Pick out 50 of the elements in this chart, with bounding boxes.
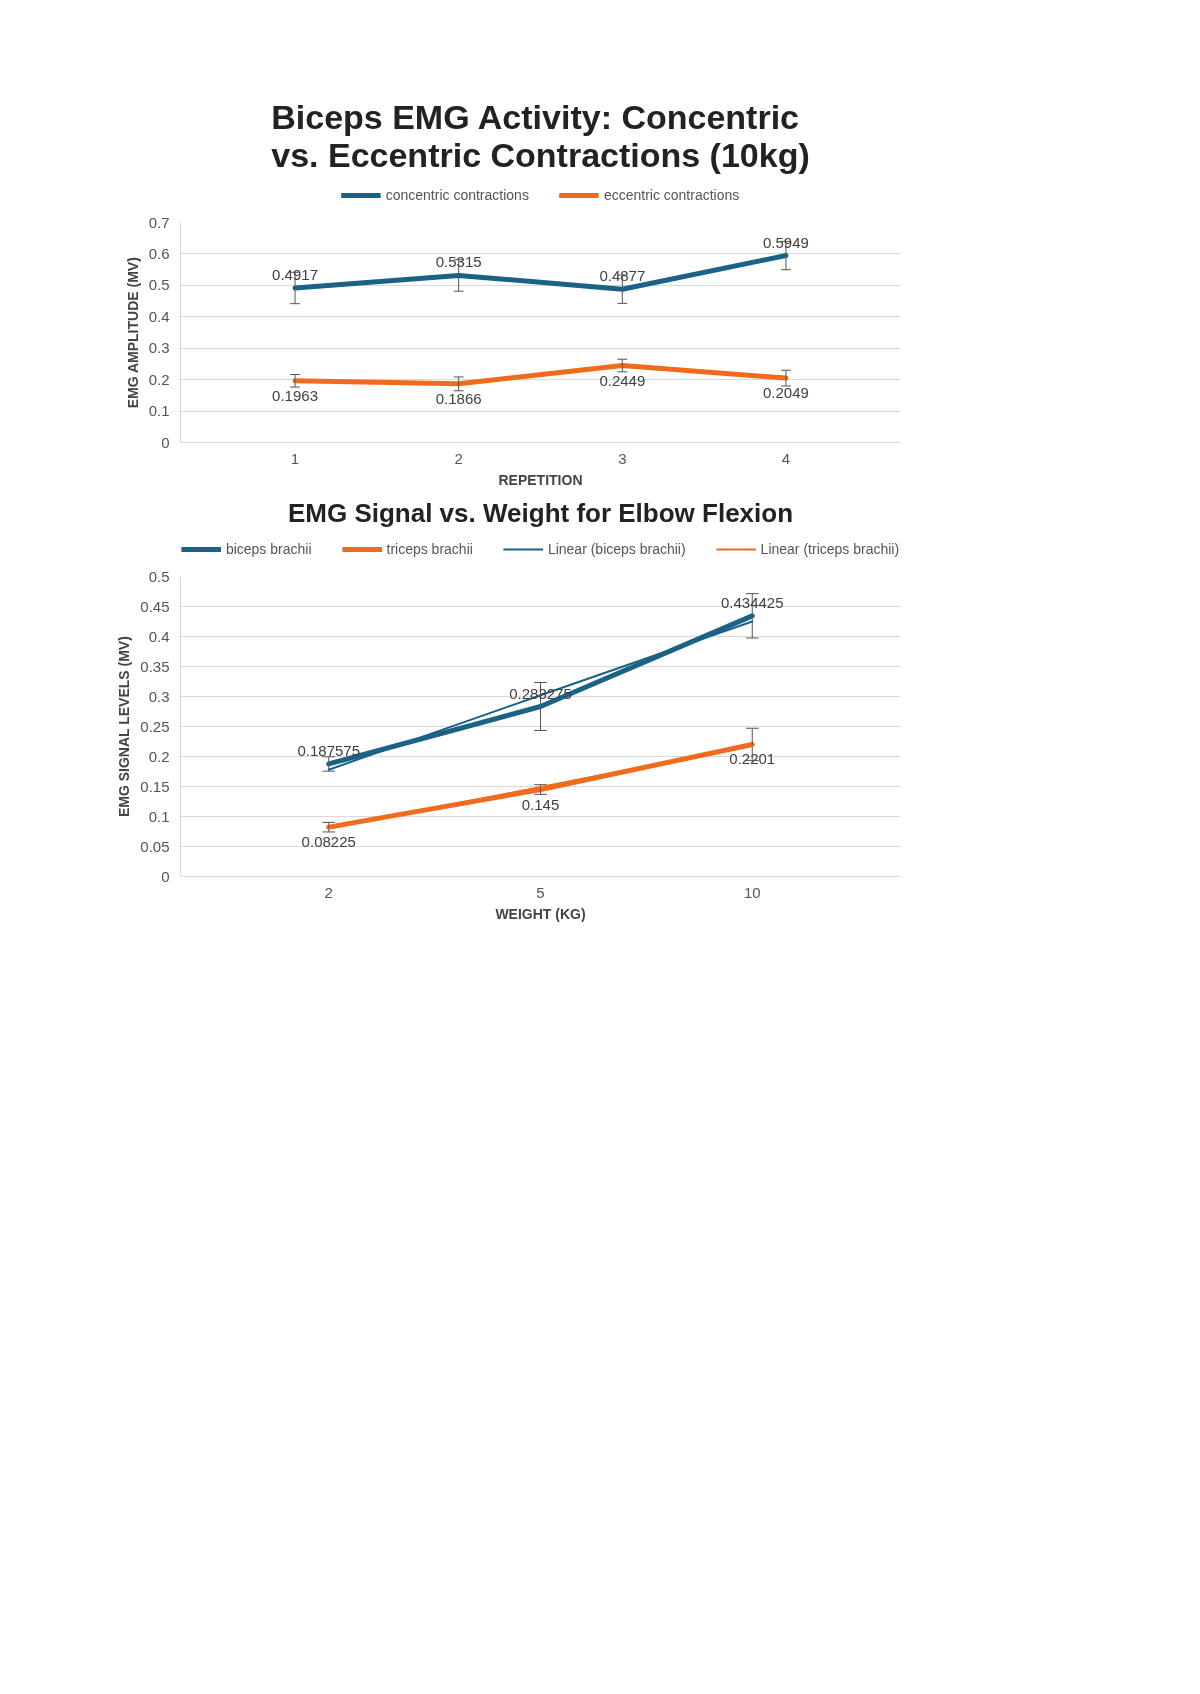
data-label: 0.5315 <box>435 253 482 271</box>
y-tick-label: 0.7 <box>148 213 170 231</box>
data-label: 0.5949 <box>763 233 809 251</box>
data-label: 0.1963 <box>272 386 318 404</box>
x-tick-label: 5 <box>536 883 545 901</box>
data-label: 0.4917 <box>272 265 318 283</box>
data-label: 0.4877 <box>599 267 646 285</box>
legend-label: eccentric contractions <box>603 187 740 203</box>
x-tick-label: 1 <box>290 449 300 467</box>
y-tick-label: 0.05 <box>140 837 170 855</box>
y-axis-title: EMG AMPLITUDE (MV) <box>124 257 141 409</box>
y-tick-label: 0.2 <box>148 747 170 765</box>
x-tick-label: 2 <box>324 883 333 901</box>
y-tick-label: 0.5 <box>148 567 170 585</box>
y-tick-label: 0.15 <box>140 777 170 795</box>
y-tick-label: 0 <box>161 867 170 885</box>
y-tick-label: 0 <box>161 433 170 451</box>
legend-label: Linear (biceps brachii) <box>547 541 686 557</box>
x-tick-label: 10 <box>743 883 761 901</box>
x-axis-title: REPETITION <box>498 471 583 488</box>
x-tick-label: 2 <box>454 449 463 467</box>
y-tick-label: 0.3 <box>148 339 170 357</box>
data-label: 0.187575 <box>297 741 361 759</box>
legend-label: concentric contractions <box>385 187 529 203</box>
y-tick-label: 0.3 <box>148 687 170 705</box>
y-tick-label: 0.45 <box>140 597 170 615</box>
x-tick-label: 4 <box>781 449 791 467</box>
data-label: 0.08225 <box>301 833 356 851</box>
y-tick-label: 0.4 <box>148 627 170 645</box>
data-label: 0.145 <box>521 795 560 813</box>
legend-label: triceps brachii <box>386 541 473 557</box>
y-axis-title: EMG SIGNAL LEVELS (MV) <box>116 636 133 818</box>
chart-title: Biceps EMG Activity: Concentric vs. Eccentric Contractions (10kg) <box>271 97 810 174</box>
y-tick-label: 0.2 <box>148 370 170 388</box>
y-tick-label: 0.25 <box>140 717 170 735</box>
data-label: 0.1866 <box>435 389 482 407</box>
x-tick-label: 3 <box>618 449 627 467</box>
legend-label: Linear (triceps brachii) <box>760 541 900 557</box>
data-label: 0.2049 <box>763 384 809 402</box>
data-label: 0.2449 <box>599 371 646 389</box>
y-tick-label: 0.6 <box>148 244 170 262</box>
y-tick-label: 0.4 <box>148 307 170 325</box>
y-tick-label: 0.1 <box>148 402 170 420</box>
y-tick-label: 0.35 <box>140 657 170 675</box>
chart-title: EMG Signal vs. Weight for Elbow Flexion <box>287 497 794 528</box>
x-axis-title: WEIGHT (KG) <box>495 905 586 922</box>
legend-label: biceps brachii <box>225 541 312 557</box>
data-label: 0.2201 <box>729 750 776 768</box>
y-tick-label: 0.5 <box>148 276 170 294</box>
y-tick-label: 0.1 <box>148 807 170 825</box>
